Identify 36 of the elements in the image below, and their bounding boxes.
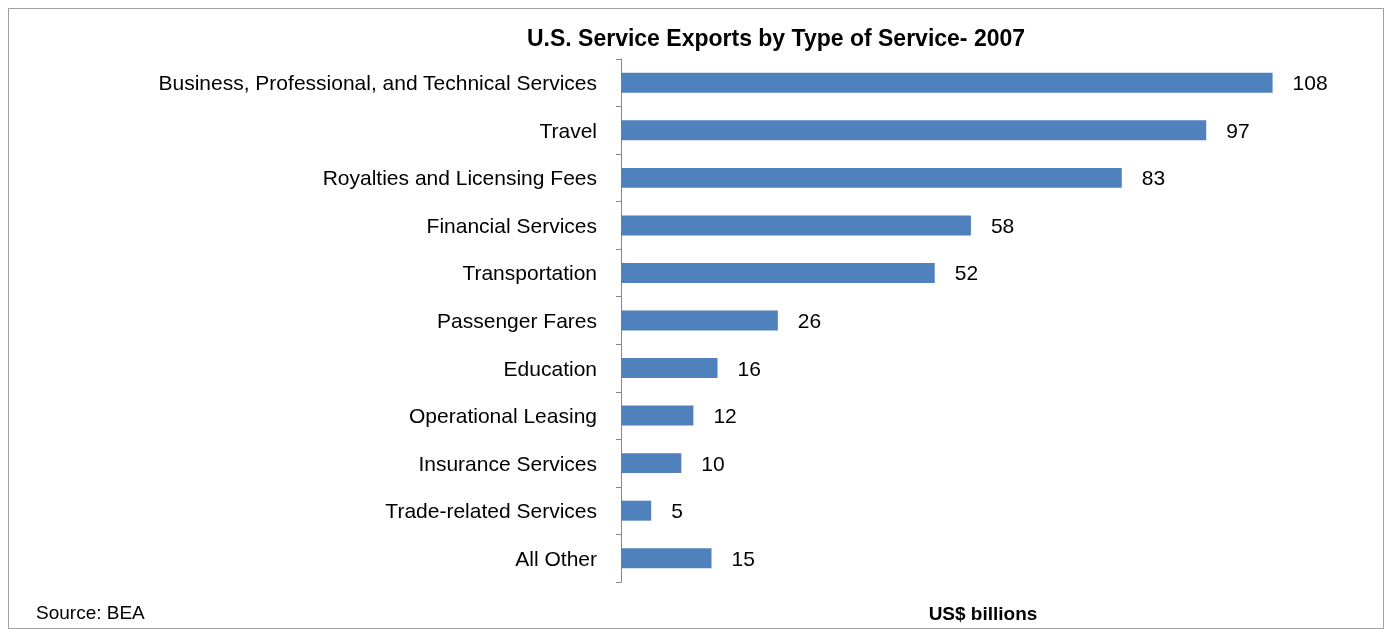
data-label: 58 (990, 213, 1015, 237)
chart-title: U.S. Service Exports by Type of Service- 2007 (526, 24, 1026, 51)
y-tick-label: Insurance Services (418, 451, 597, 475)
data-label: 12 (713, 404, 737, 428)
data-label: 83 (1141, 166, 1166, 190)
data-label: 52 (954, 261, 979, 285)
bar (621, 262, 935, 283)
x-axis-title: US$ billions (928, 603, 1038, 624)
bar (621, 120, 1207, 141)
y-tick-label: Education (503, 356, 597, 380)
data-label: 15 (731, 546, 755, 570)
bar (621, 500, 652, 521)
y-tick-label: Passenger Fares (437, 309, 597, 332)
source-note: Source: BEA (36, 602, 146, 623)
y-tick-label: Travel (539, 118, 597, 142)
bar (621, 405, 694, 426)
y-tick-label: Operational Leasing (409, 404, 597, 428)
data-label: 16 (737, 356, 761, 380)
data-label: 108 (1292, 71, 1328, 95)
data-label: 97 (1226, 118, 1250, 142)
y-tick-label: Business, Professional, and Technical Services (158, 71, 597, 95)
y-tick-label: Financial Services (426, 213, 597, 237)
data-label: 10 (701, 451, 725, 475)
bar (621, 453, 682, 474)
y-tick-label: Trade-related Services (385, 499, 597, 523)
bar (621, 72, 1273, 93)
bar (621, 310, 778, 331)
y-tick-label: All Other (515, 546, 597, 570)
y-tick-label: Transportation (462, 261, 597, 285)
bar (621, 548, 712, 569)
data-label: 26 (797, 309, 822, 332)
bar (621, 215, 971, 236)
bar (621, 358, 718, 379)
y-tick-label: Royalties and Licensing Fees (322, 166, 597, 190)
bar (621, 167, 1122, 188)
data-label: 5 (671, 499, 683, 523)
